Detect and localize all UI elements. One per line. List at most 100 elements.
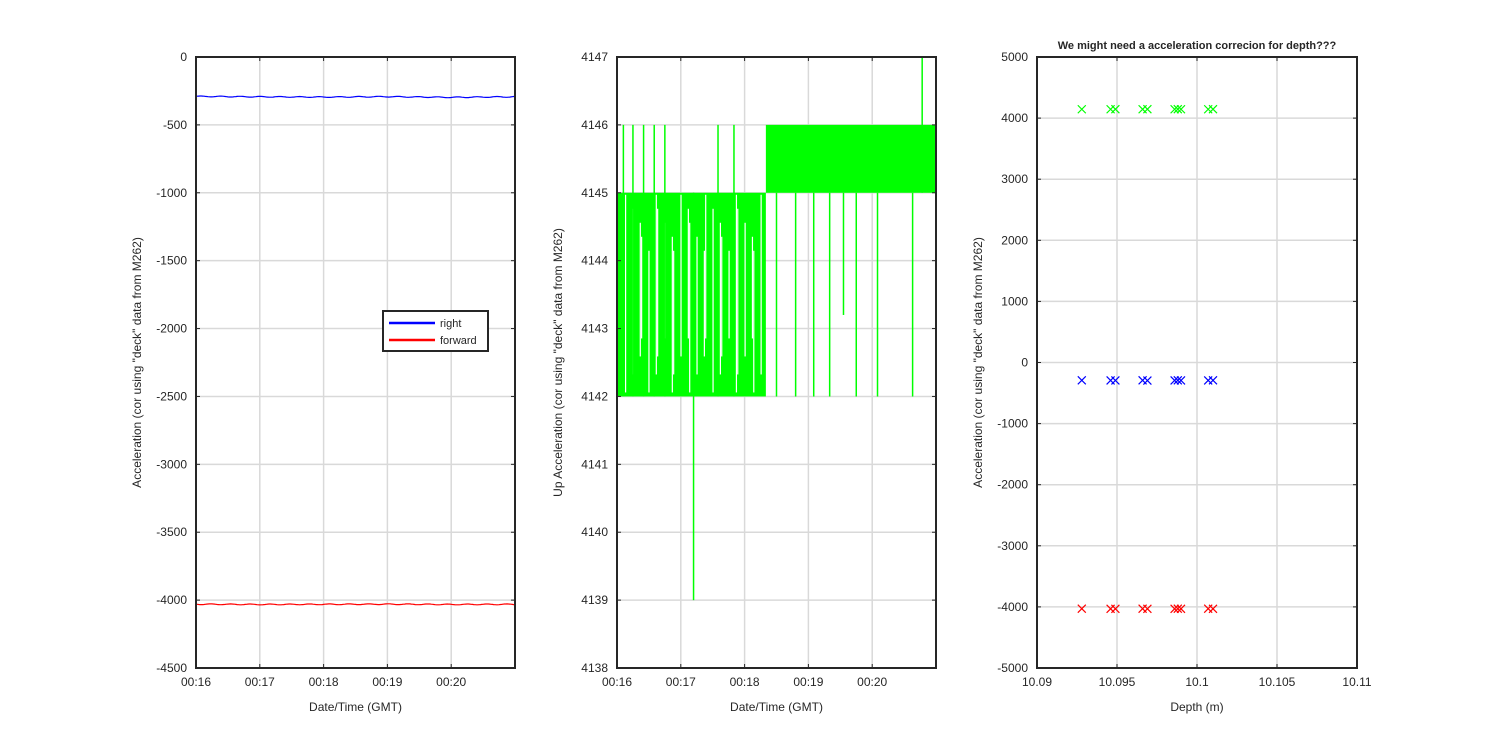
scatter-point [1208, 375, 1218, 385]
y-tick-label: 4147 [581, 50, 608, 64]
scatter-point [1176, 376, 1186, 385]
gridlines [1036, 56, 1358, 669]
signal-gap [751, 236, 754, 339]
y-tick-label: -1500 [156, 254, 187, 268]
signal-gap [673, 250, 675, 375]
y-tick-label: 4139 [581, 593, 608, 607]
y-tick-label: -3000 [997, 539, 1028, 553]
x-tick-label: 10.11 [1342, 675, 1371, 689]
signal-gap [728, 250, 730, 339]
signal-gap [705, 194, 707, 339]
scatter-point [1110, 376, 1120, 385]
x-tick-label: 00:18 [730, 675, 760, 689]
y-tick-label: 2000 [1001, 233, 1028, 247]
legend-box [382, 310, 489, 352]
signal-gap [753, 250, 755, 393]
signal-gap [639, 222, 641, 357]
scatter-point [1142, 104, 1152, 114]
scatter-point [1077, 604, 1087, 614]
signal-gap [737, 208, 739, 375]
scatter-point [1077, 104, 1087, 114]
signal-gap [703, 250, 705, 357]
y-tick-label: 4140 [581, 525, 608, 539]
legend-entry: right [440, 318, 461, 330]
scatter-point [1208, 604, 1218, 614]
scatter-point [1170, 604, 1180, 614]
signal-gap [721, 236, 723, 357]
series-group [617, 57, 936, 601]
y-axis-label: Acceleration (cor using "deck" data from… [130, 237, 144, 488]
scatter-point [1170, 104, 1180, 114]
signal-gap [696, 236, 698, 375]
x-tick-label: 10.1 [1185, 675, 1209, 689]
x-tick-label: 00:19 [372, 675, 402, 689]
axes-frame [616, 56, 937, 669]
y-tick-label: -3500 [156, 525, 187, 539]
y-tick-label: 4000 [1001, 111, 1028, 125]
y-tick-label: 0 [180, 50, 187, 64]
y-tick-label: 4141 [581, 457, 608, 471]
y-tick-label: -2500 [156, 389, 187, 403]
y-axis-label: Acceleration (cor using "deck" data from… [971, 237, 985, 488]
scatter-point [1170, 375, 1180, 385]
signal-gap [719, 222, 721, 375]
x-tick-label: 00:20 [436, 675, 466, 689]
scatter-point [1208, 104, 1218, 114]
x-tick-label: 10.105 [1259, 675, 1296, 689]
signal-gap [689, 222, 691, 393]
legend: right forward [382, 310, 489, 352]
y-tick-label: -4000 [156, 593, 187, 607]
signal-band [617, 192, 766, 397]
chart-title: We might need a acceleration correcion f… [1058, 40, 1337, 52]
axes-frame [195, 56, 516, 669]
x-tick-label: 00:17 [666, 675, 696, 689]
y-tick-label: -2000 [997, 478, 1028, 492]
x-tick-label: 00:17 [245, 675, 275, 689]
series-group [1077, 104, 1218, 614]
scatter-point [1110, 104, 1120, 114]
signal-gap [680, 194, 682, 357]
y-tick-label: -4000 [997, 600, 1028, 614]
signal-band [765, 124, 936, 193]
scatter-point [1176, 104, 1186, 114]
signal-gap [760, 194, 762, 375]
y-tick-label: 4142 [581, 389, 608, 403]
series-group [195, 95, 516, 606]
x-tick-label: 00:16 [602, 675, 632, 689]
series-line-right [195, 95, 516, 99]
x-tick-label: 10.095 [1099, 675, 1136, 689]
x-tick-label: 10.09 [1022, 675, 1052, 689]
scatter-point [1142, 604, 1152, 614]
right-axes: 10.09 10.095 10.1 10.105 10.11 5000 4000 3000 20… [971, 40, 1372, 714]
y-tick-label: 4138 [581, 661, 608, 675]
left-axes: 00:16 00:17 00:18 00:19 00:20 0 -500 -1000 -1500… [130, 50, 516, 714]
y-tick-label: 4146 [581, 118, 608, 132]
signal-gap [648, 250, 650, 393]
y-tick-label: -1000 [997, 417, 1028, 431]
y-tick-label: -2000 [156, 322, 187, 336]
signal-gap [625, 194, 627, 393]
x-axis-label: Depth (m) [1170, 700, 1223, 714]
scatter-point [1110, 604, 1120, 614]
scatter-point [1173, 604, 1183, 614]
y-tick-label: -3000 [156, 457, 187, 471]
x-tick-label: 00:20 [857, 675, 887, 689]
scatter-point [1176, 604, 1186, 614]
signal-gap [671, 236, 673, 393]
signal-gap [744, 222, 746, 357]
middle-axes: 00:16 00:17 00:18 00:19 00:20 4147 4146 4145 414… [551, 50, 937, 714]
legend-entry: forward [440, 335, 477, 347]
y-axis-label: Up Acceleration (cor using "deck" data f… [551, 228, 565, 497]
signal-gap [657, 208, 659, 357]
signal-gap [712, 208, 714, 393]
x-tick-label: 00:18 [309, 675, 339, 689]
x-axis-label: Date/Time (GMT) [730, 700, 823, 714]
y-tick-label: -1000 [156, 186, 187, 200]
scatter-point [1173, 104, 1183, 114]
scatter-point [1142, 376, 1152, 385]
gridlines [195, 56, 515, 669]
y-tick-label: 5000 [1001, 50, 1028, 64]
y-tick-label: -4500 [156, 661, 187, 675]
y-tick-label: -5000 [997, 661, 1028, 675]
